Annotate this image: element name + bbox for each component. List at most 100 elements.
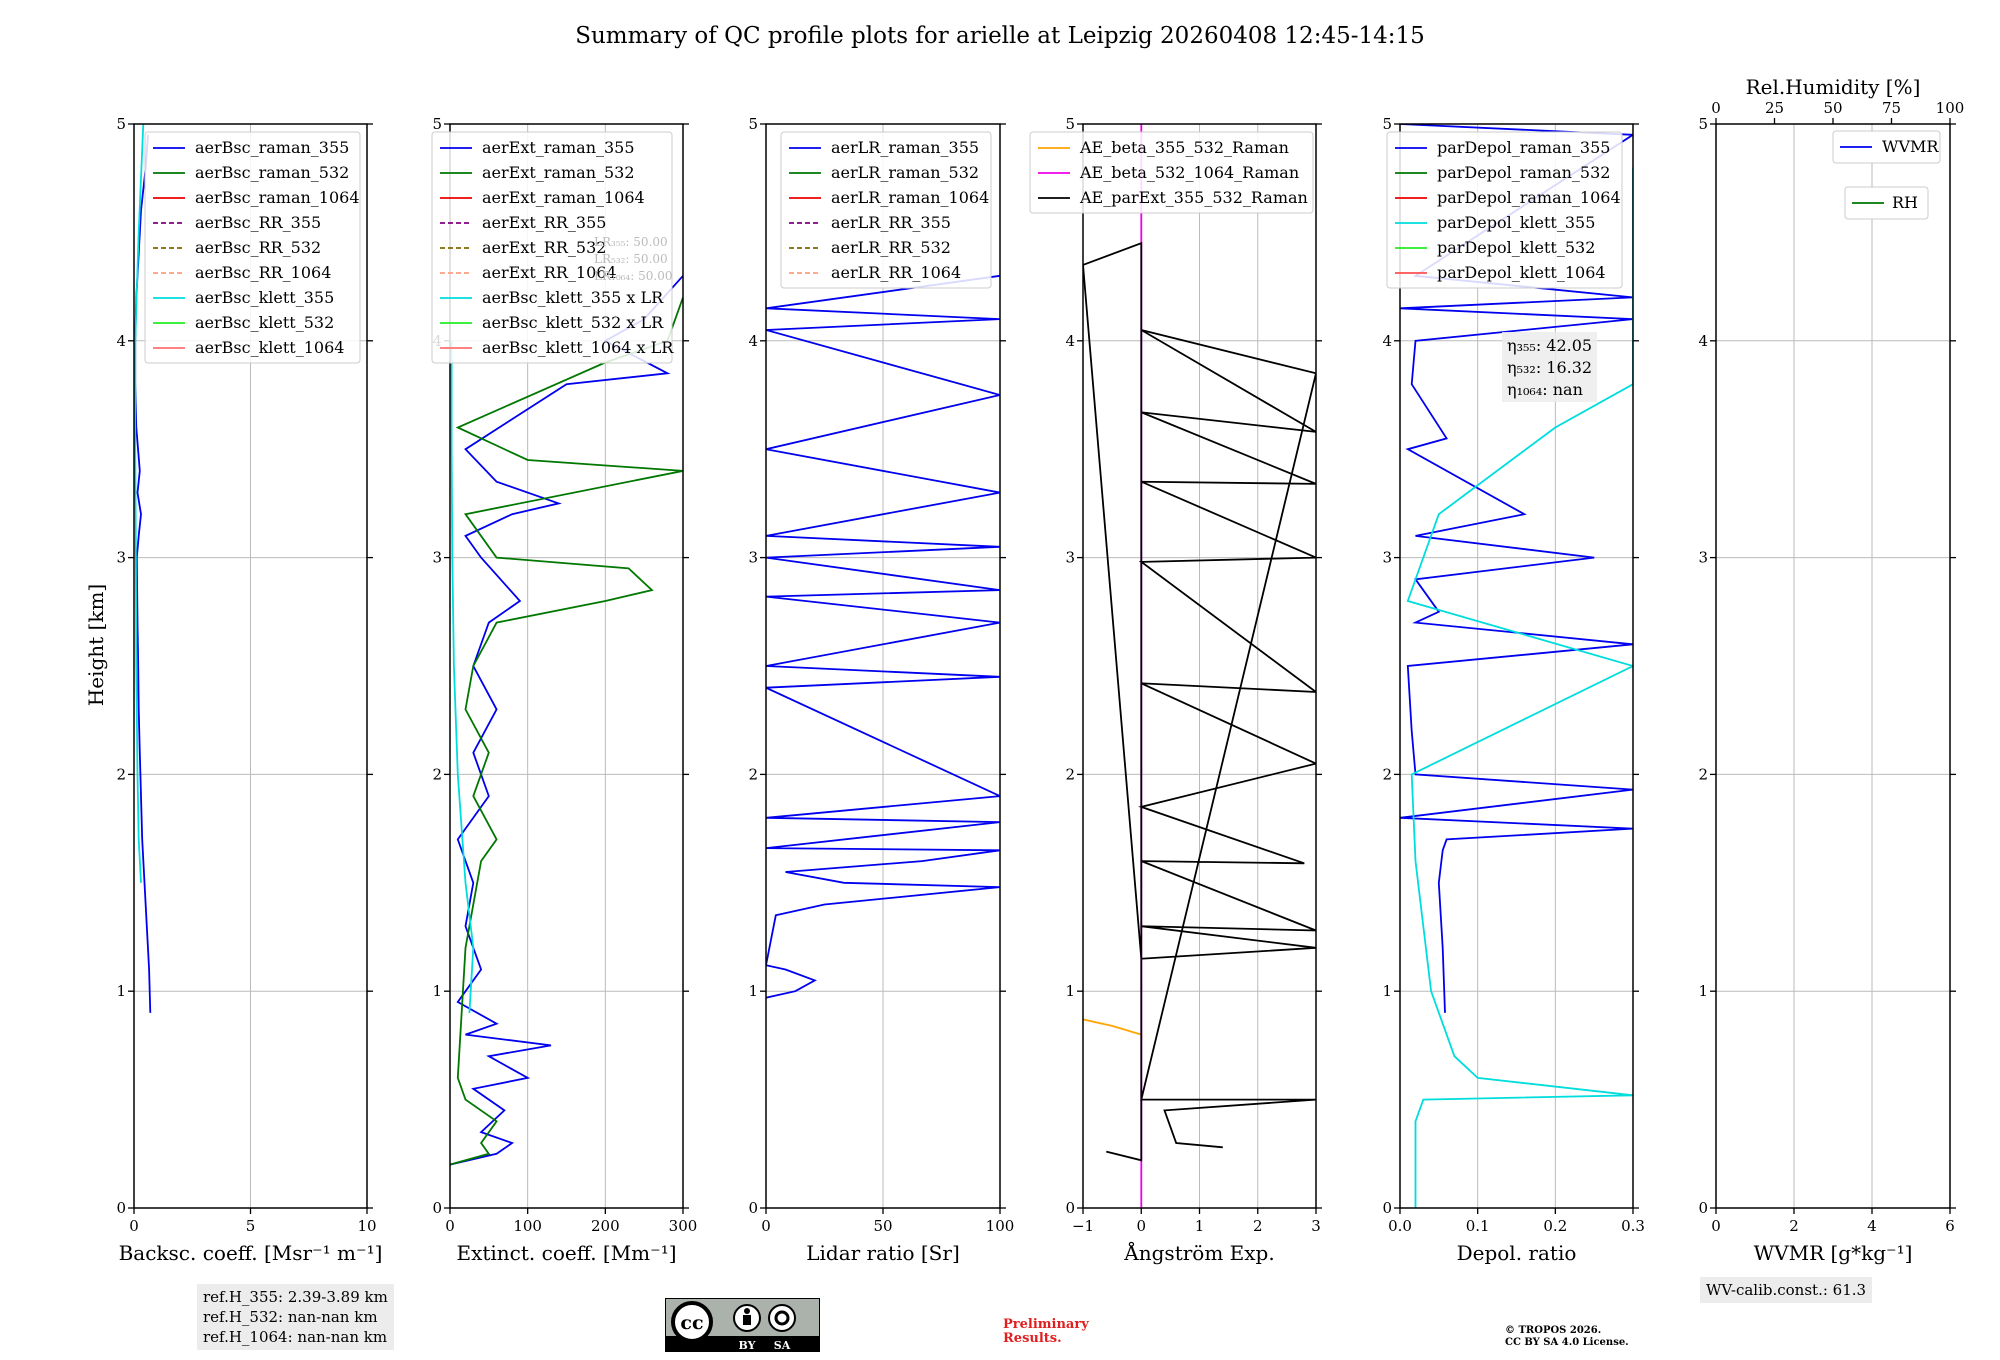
ytick-label: 2 — [116, 765, 126, 783]
legend-label: aerBsc_RR_1064 — [195, 263, 331, 282]
copyright-line-1: © TROPOS 2026. — [1505, 1325, 1602, 1336]
reference-height-box: ref.H_355: 2.39-3.89 km ref.H_532: nan-n… — [197, 1284, 394, 1350]
xaxis-label: Ångström Exp. — [1123, 1240, 1274, 1265]
ytick-label: 2 — [432, 765, 442, 783]
xtick-label: 0.0 — [1388, 1217, 1412, 1235]
xaxis-label: Depol. ratio — [1457, 1241, 1577, 1265]
ytick-label: 5 — [432, 115, 442, 133]
ytick-label: 1 — [116, 982, 126, 1000]
ytick-label: 0 — [1065, 1199, 1075, 1217]
xtick-label: 0 — [1711, 1217, 1721, 1235]
xtick-label: 0.1 — [1466, 1217, 1490, 1235]
legend-label: aerLR_RR_1064 — [831, 263, 961, 282]
cc-by-label: BY — [739, 1339, 756, 1352]
ytick-label: 0 — [1382, 1199, 1392, 1217]
rh-legend-label: RH — [1892, 193, 1918, 212]
lr-label: LR₃₅₅: 50.00 — [594, 235, 668, 249]
ytick-label: 0 — [1698, 1199, 1708, 1217]
ytick-label: 2 — [1698, 765, 1708, 783]
legend-label: aerBsc_RR_355 — [195, 213, 321, 232]
copyright-line-2: CC BY SA 4.0 License. — [1505, 1337, 1629, 1348]
panel-extinction: 0123450100200300Extinct. coeff. [Mm⁻¹]ae… — [431, 115, 697, 1265]
legend-label: aerBsc_klett_1064 x LR — [482, 338, 674, 357]
legend-label: parDepol_klett_532 — [1437, 238, 1595, 257]
legend-label: AE_beta_532_1064_Raman — [1079, 163, 1299, 182]
top-tick-label: 25 — [1765, 99, 1784, 117]
xtick-label: 10 — [357, 1217, 376, 1235]
legend-label: AE_beta_355_532_Raman — [1079, 138, 1289, 157]
xtick-label: 0 — [761, 1217, 771, 1235]
by-person-body — [743, 1315, 751, 1325]
y-axis-label: Height [km] — [84, 584, 108, 706]
legend-label: aerLR_raman_532 — [831, 163, 979, 182]
ref-h-1064: ref.H_1064: nan-nan km — [203, 1328, 388, 1346]
xtick-label: −1 — [1072, 1217, 1094, 1235]
rh-legend-box — [1844, 186, 1929, 220]
ref-h-532: ref.H_532: nan-nan km — [203, 1308, 378, 1326]
legend-box — [1386, 131, 1623, 289]
ytick-label: 1 — [748, 982, 758, 1000]
eta-box — [1502, 332, 1597, 402]
xtick-label: 3 — [1311, 1217, 1321, 1235]
xtick-label: 0 — [129, 1217, 139, 1235]
wv-calib-const: WV-calib.const.: 61.3 — [1706, 1281, 1867, 1299]
sa-share-arc — [774, 1310, 790, 1326]
top-tick-label: 75 — [1882, 99, 1901, 117]
copyright-note: © TROPOS 2026. CC BY SA 4.0 License. — [1505, 1325, 1629, 1349]
ytick-label: 5 — [1382, 115, 1392, 133]
ytick-label: 4 — [116, 332, 126, 350]
series-aerExt_raman_355 — [450, 275, 683, 1166]
ytick-label: 4 — [1698, 332, 1708, 350]
ytick-label: 3 — [1065, 549, 1075, 567]
cc-circle-icon — [671, 1301, 713, 1343]
top-tick-label: 100 — [1936, 99, 1965, 117]
legend-label: aerBsc_klett_1064 — [195, 338, 344, 357]
legend-label: aerBsc_RR_532 — [195, 238, 321, 257]
ytick-label: 4 — [1065, 332, 1075, 350]
sa-share-icon — [768, 1304, 796, 1332]
top-tick-label: 50 — [1823, 99, 1842, 117]
ytick-label: 1 — [1698, 982, 1708, 1000]
legend-label: parDepol_klett_355 — [1437, 213, 1595, 232]
ytick-label: 2 — [748, 765, 758, 783]
ytick-label: 4 — [748, 332, 758, 350]
preliminary-note: Preliminary Results. — [1003, 1318, 1089, 1346]
cc-logo-band — [665, 1336, 820, 1352]
legend-label: aerLR_RR_355 — [831, 213, 951, 232]
ytick-label: 1 — [432, 982, 442, 1000]
series-AE_parExt_355_532_Raman — [1083, 241, 1316, 1162]
series-aerBsc_klett_355 x LR — [450, 340, 475, 1013]
eta-label: η₁₀₆₄: nan — [1507, 380, 1583, 399]
series-aerLR_raman_355 — [766, 274, 1000, 999]
legend-box — [1029, 131, 1314, 214]
xaxis-label: Backsc. coeff. [Msr⁻¹ m⁻¹] — [119, 1241, 383, 1265]
by-person-head — [744, 1308, 750, 1314]
xtick-label: 50 — [873, 1217, 892, 1235]
lr-label: LR₁₀₆₄: 50.00 — [594, 269, 672, 283]
series-AE_beta_355_532_Raman — [1083, 1018, 1142, 1036]
series-aerExt_raman_532 — [450, 297, 683, 1166]
xtick-label: 200 — [591, 1217, 620, 1235]
xtick-label: 6 — [1945, 1217, 1955, 1235]
series-parDepol_raman_355 — [1400, 124, 1633, 1013]
ytick-label: 2 — [1065, 765, 1075, 783]
series-parDepol_klett_355 — [1406, 167, 1633, 1208]
prelim-line-1: Preliminary — [1003, 1317, 1089, 1332]
ytick-label: 3 — [1382, 549, 1392, 567]
legend-label: aerExt_RR_1064 — [482, 263, 617, 282]
legend-label: parDepol_raman_532 — [1437, 163, 1610, 182]
figure-title: Summary of QC profile plots for arielle … — [575, 23, 1425, 49]
ytick-label: 5 — [1698, 115, 1708, 133]
panel-backscatter: 0 1 2 3 4 5 0 5 10 Backsc. coeff. [Msr⁻¹ m⁻¹] aerB… — [116, 115, 382, 1265]
legend-label: aerBsc_klett_355 x LR — [482, 288, 664, 307]
xtick-label: 1 — [1195, 1217, 1205, 1235]
axes-frame — [1715, 123, 1951, 1209]
legend-label: AE_parExt_355_532_Raman — [1079, 188, 1308, 207]
legend-label: aerLR_raman_1064 — [831, 188, 989, 207]
wv-calib-box: WV-calib.const.: 61.3 — [1700, 1277, 1873, 1303]
xtick-label: 0.3 — [1621, 1217, 1645, 1235]
legend-box — [144, 131, 361, 364]
ytick-label: 5 — [116, 115, 126, 133]
